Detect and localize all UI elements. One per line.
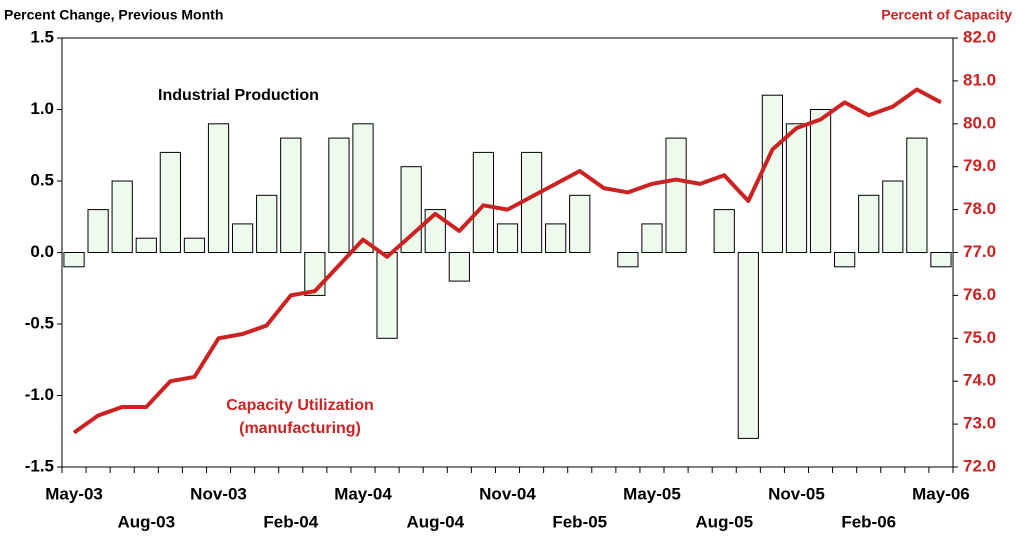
annotation: (manufacturing) [239,420,361,437]
bar [256,194,278,254]
y2-tick-label: 77.0 [963,242,996,261]
y2-tick-label: 76.0 [963,285,996,304]
bar [496,223,519,253]
y-tick-label: 1.0 [30,99,54,118]
bar [63,252,85,268]
y2-tick-label: 78.0 [963,199,996,218]
x-tick-label: Feb-04 [263,512,318,531]
bar [834,252,856,268]
bar [448,252,470,282]
x-tick-label: Aug-03 [117,512,175,531]
bar [87,209,109,254]
y2-tick-label: 73.0 [963,414,996,433]
bar [641,223,663,253]
y-tick-label: 0.0 [30,242,54,261]
bar [617,252,639,268]
x-tick-label: May-06 [912,484,970,503]
y-tick-label: 0.5 [30,170,54,189]
bar [207,123,230,253]
bar [665,137,687,254]
x-tick-label: Feb-06 [841,512,896,531]
x-tick-label: Feb-05 [552,512,607,531]
bar [930,252,952,268]
y2-tick-label: 79.0 [963,156,996,175]
bar [809,109,832,253]
x-tick-label: Nov-05 [768,484,825,503]
y-axis-label: Percent Change, Previous Month [4,7,223,23]
bar [737,252,759,439]
y2-tick-label: 80.0 [963,113,996,132]
bar [713,209,735,254]
annotation: Industrial Production [158,87,319,104]
x-tick-label: Aug-04 [406,512,464,531]
bar [761,94,784,253]
y2-tick-label: 75.0 [963,328,996,347]
line [72,87,942,435]
bar [111,180,133,253]
x-tick-label: Nov-04 [479,484,536,503]
annotation: Capacity Utilization [226,397,374,414]
y-tick-label: -1.5 [25,456,54,475]
bar [159,151,181,253]
bar [472,151,495,253]
x-tick-label: May-03 [45,484,103,503]
bar [183,237,206,253]
y2-tick-label: 72.0 [963,456,996,475]
y2-tick-label: 74.0 [963,371,996,390]
x-tick-label: Aug-05 [695,512,753,531]
bar [785,123,808,253]
bar [906,137,928,254]
x-tick-label: Nov-03 [190,484,247,503]
y2-tick-label: 81.0 [963,70,996,89]
bar [328,137,350,254]
bar [376,252,398,339]
bar [280,137,302,254]
bar [545,223,567,253]
bar [231,223,254,253]
y-tick-label: 1.5 [30,27,54,46]
y-tick-label: -1.0 [25,385,54,404]
bar [135,237,157,253]
bar [882,180,904,253]
bar [858,194,880,254]
bar [569,194,591,254]
y2-axis-label: Percent of Capacity [881,7,1012,23]
bar [352,123,374,253]
y2-tick-label: 82.0 [963,27,996,46]
x-tick-label: May-04 [334,484,392,503]
x-tick-label: May-05 [623,484,681,503]
y-tick-label: -0.5 [25,313,54,332]
